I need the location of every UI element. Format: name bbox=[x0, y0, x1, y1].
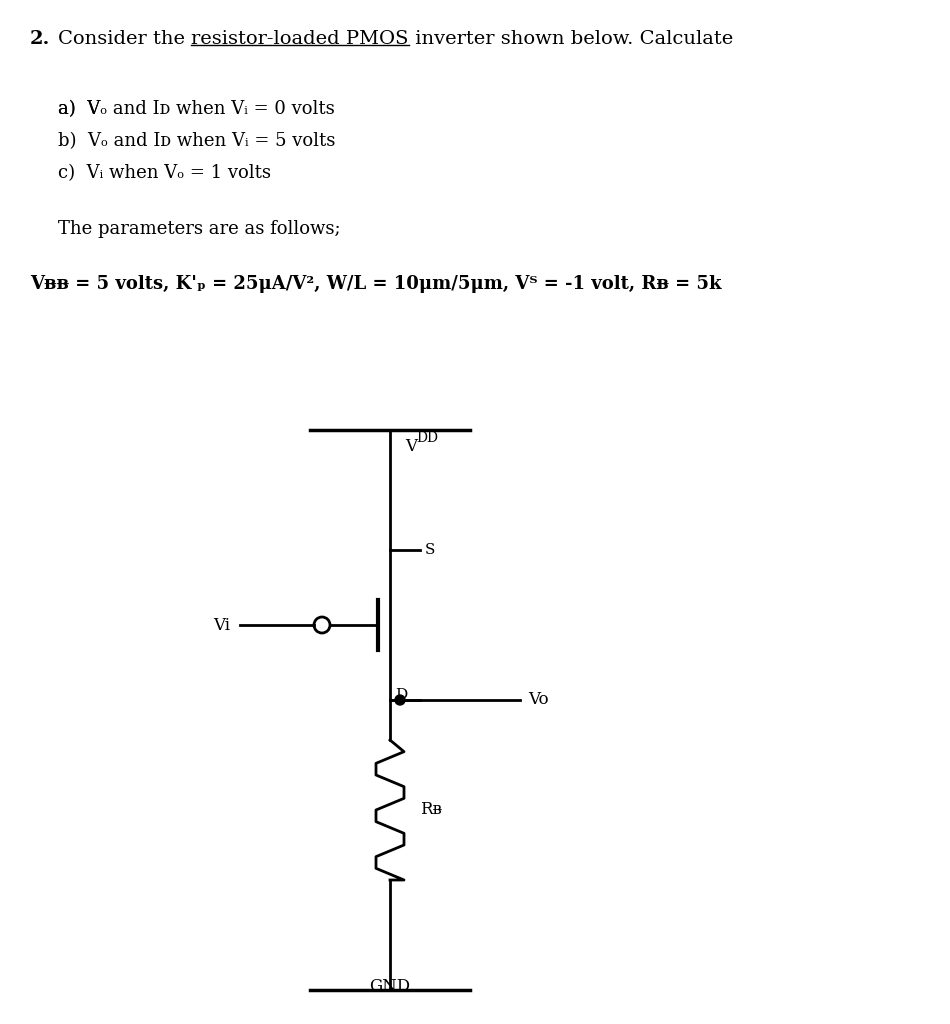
Text: D: D bbox=[395, 688, 408, 702]
Text: c)  Vᵢ when Vₒ = 1 volts: c) Vᵢ when Vₒ = 1 volts bbox=[58, 164, 271, 182]
Text: 2.: 2. bbox=[30, 30, 50, 48]
Text: Vᴃᴃ = 5 volts, K'ₚ = 25μA/V², W/L = 10μm/5μm, Vᵀ = -1 volt, Rᴃ = 5k: Vᴃᴃ = 5 volts, K'ₚ = 25μA/V², W/L = 10μm… bbox=[30, 275, 721, 293]
Text: GND: GND bbox=[370, 978, 410, 995]
Text: DD: DD bbox=[416, 431, 438, 445]
Text: Rᴃ: Rᴃ bbox=[420, 802, 442, 818]
Text: Vo: Vo bbox=[528, 691, 549, 709]
Circle shape bbox=[395, 695, 405, 705]
Text: V: V bbox=[405, 438, 417, 455]
Text: Consider the: Consider the bbox=[58, 30, 191, 48]
Text: a)  V: a) V bbox=[58, 100, 101, 118]
Text: S: S bbox=[425, 543, 435, 557]
Text: The parameters are as follows;: The parameters are as follows; bbox=[58, 220, 341, 238]
Text: a)  Vₒ and Iᴅ when Vᵢ = 0 volts: a) Vₒ and Iᴅ when Vᵢ = 0 volts bbox=[58, 100, 334, 118]
Text: inverter shown below. Calculate: inverter shown below. Calculate bbox=[408, 30, 732, 48]
Text: Vi: Vi bbox=[213, 616, 230, 634]
Text: b)  Vₒ and Iᴅ when Vᵢ = 5 volts: b) Vₒ and Iᴅ when Vᵢ = 5 volts bbox=[58, 132, 335, 150]
Text: resistor-loaded PMOS: resistor-loaded PMOS bbox=[191, 30, 408, 48]
